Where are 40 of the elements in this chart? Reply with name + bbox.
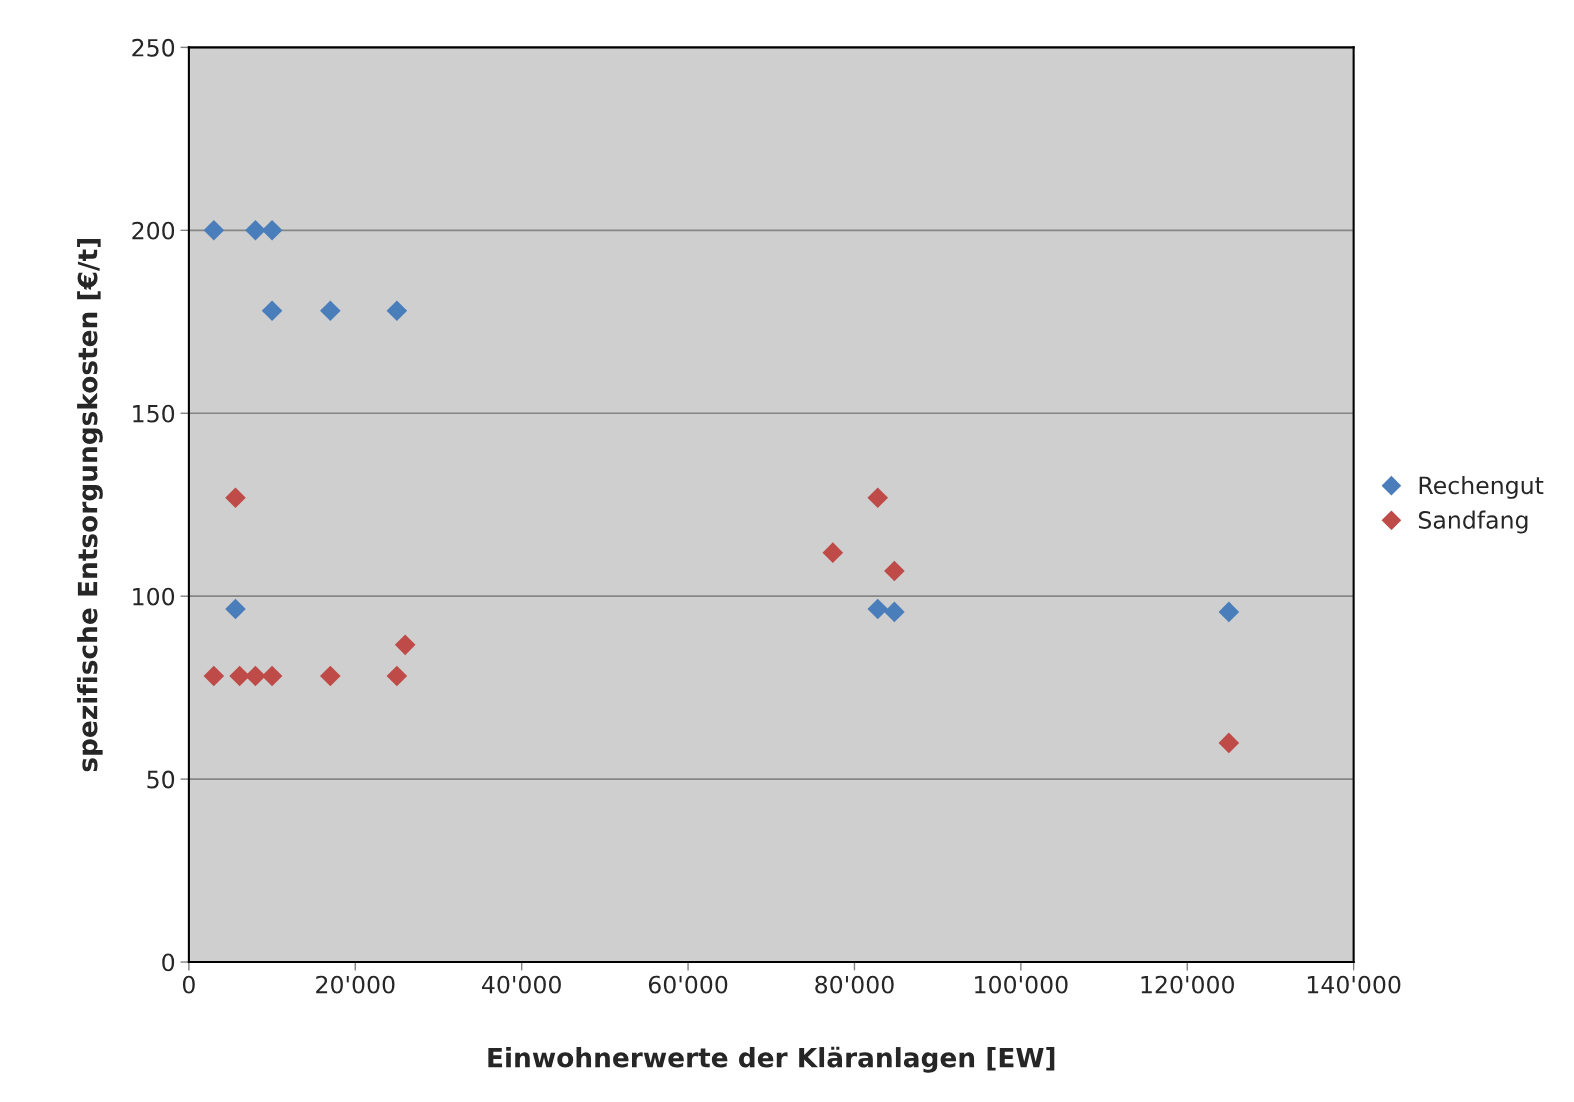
y-tick-label: 0 bbox=[162, 953, 175, 972]
x-tick-label: 80'000 bbox=[815, 975, 894, 994]
point bbox=[225, 598, 246, 620]
point bbox=[884, 560, 905, 582]
y-tick-label: 250 bbox=[132, 38, 175, 57]
point bbox=[261, 220, 283, 241]
point bbox=[225, 487, 246, 509]
y-tick-label: 50 bbox=[147, 770, 175, 789]
legend-label: Sandfang bbox=[1418, 510, 1528, 534]
y-tick-label: 200 bbox=[132, 221, 175, 240]
x-tick-label: 100'000 bbox=[975, 975, 1068, 994]
y-axis-title: spezifische Entsorgungskosten [€/t] bbox=[77, 239, 103, 772]
y-tick-label: 100 bbox=[133, 587, 175, 606]
x-tick-label: 20'000 bbox=[316, 975, 395, 994]
point bbox=[1218, 732, 1240, 754]
point bbox=[203, 220, 225, 241]
point bbox=[261, 300, 283, 322]
point bbox=[320, 665, 341, 687]
point bbox=[884, 601, 905, 623]
x-tick-label: 40'000 bbox=[482, 975, 561, 994]
x-axis-title: Einwohnerwerte der Kläranlagen [EW] bbox=[488, 1046, 1055, 1073]
point bbox=[320, 300, 341, 322]
point bbox=[245, 220, 266, 241]
point bbox=[229, 665, 250, 687]
point bbox=[386, 300, 408, 322]
point bbox=[867, 598, 889, 620]
point bbox=[1218, 601, 1240, 623]
point bbox=[822, 542, 844, 563]
legend-label: Rechengut bbox=[1419, 475, 1544, 499]
point bbox=[245, 665, 266, 687]
point bbox=[261, 665, 283, 687]
point bbox=[394, 634, 416, 656]
point bbox=[867, 487, 889, 509]
x-tick-label: 120'000 bbox=[1141, 975, 1234, 994]
y-tick-label: 150 bbox=[133, 404, 175, 423]
x-tick-label: 60'000 bbox=[648, 975, 728, 994]
x-tick-label: 0 bbox=[182, 975, 195, 994]
point bbox=[203, 665, 225, 687]
x-tick-label: 140'000 bbox=[1307, 975, 1401, 994]
point bbox=[386, 665, 408, 687]
